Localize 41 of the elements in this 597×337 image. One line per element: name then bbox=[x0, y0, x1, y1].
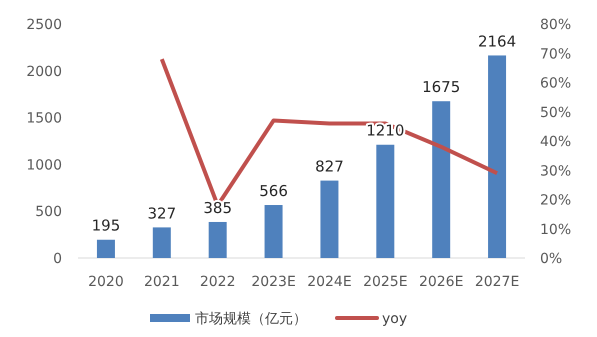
y2-tick-label: 70% bbox=[540, 46, 572, 62]
y2-tick-label: 60% bbox=[540, 76, 572, 92]
y-tick-label: 1500 bbox=[26, 110, 62, 127]
bar bbox=[488, 55, 506, 258]
y2-tick-label: 20% bbox=[540, 192, 572, 208]
data-label: 327 bbox=[147, 204, 176, 222]
y2-tick-label: 40% bbox=[540, 134, 572, 150]
x-tick-label: 2026E bbox=[418, 274, 464, 290]
bar bbox=[432, 101, 450, 258]
data-label: 195 bbox=[92, 216, 120, 235]
y-tick-label: 0 bbox=[53, 251, 62, 267]
x-tick-label: 2025E bbox=[363, 274, 408, 290]
y-tick-label: 2000 bbox=[26, 64, 62, 80]
y-tick-label: 500 bbox=[35, 204, 62, 220]
data-label: 827 bbox=[315, 158, 344, 176]
bar bbox=[96, 240, 115, 258]
bar bbox=[320, 180, 338, 258]
y2-tick-label: 10% bbox=[540, 222, 572, 238]
legend-label: yoy bbox=[382, 311, 408, 327]
data-label: 2164 bbox=[478, 32, 516, 50]
bar bbox=[264, 205, 283, 258]
bar bbox=[376, 144, 394, 258]
data-label: 385 bbox=[203, 198, 232, 217]
x-tick-label: 2022 bbox=[200, 274, 236, 290]
y-tick-label: 2500 bbox=[26, 17, 62, 33]
data-label: 1675 bbox=[422, 78, 460, 96]
x-tick-label: 2020 bbox=[88, 274, 124, 290]
y2-tick-label: 80% bbox=[540, 17, 572, 33]
y2-tick-label: 50% bbox=[540, 104, 572, 121]
y2-tick-label: 0% bbox=[540, 251, 562, 267]
x-tick-label: 2024E bbox=[307, 274, 352, 290]
x-tick-label: 2027E bbox=[474, 274, 520, 290]
x-tick-label: 2021 bbox=[144, 274, 180, 290]
y2-tick-label: 30% bbox=[540, 163, 572, 180]
bar bbox=[152, 227, 171, 258]
y-tick-label: 1000 bbox=[26, 157, 62, 174]
bar bbox=[208, 222, 227, 258]
legend-label: 市场规模（亿元） bbox=[195, 311, 307, 327]
x-tick-label: 2023E bbox=[251, 274, 296, 290]
data-label: 566 bbox=[259, 182, 288, 200]
data-label: 1210 bbox=[366, 122, 404, 140]
